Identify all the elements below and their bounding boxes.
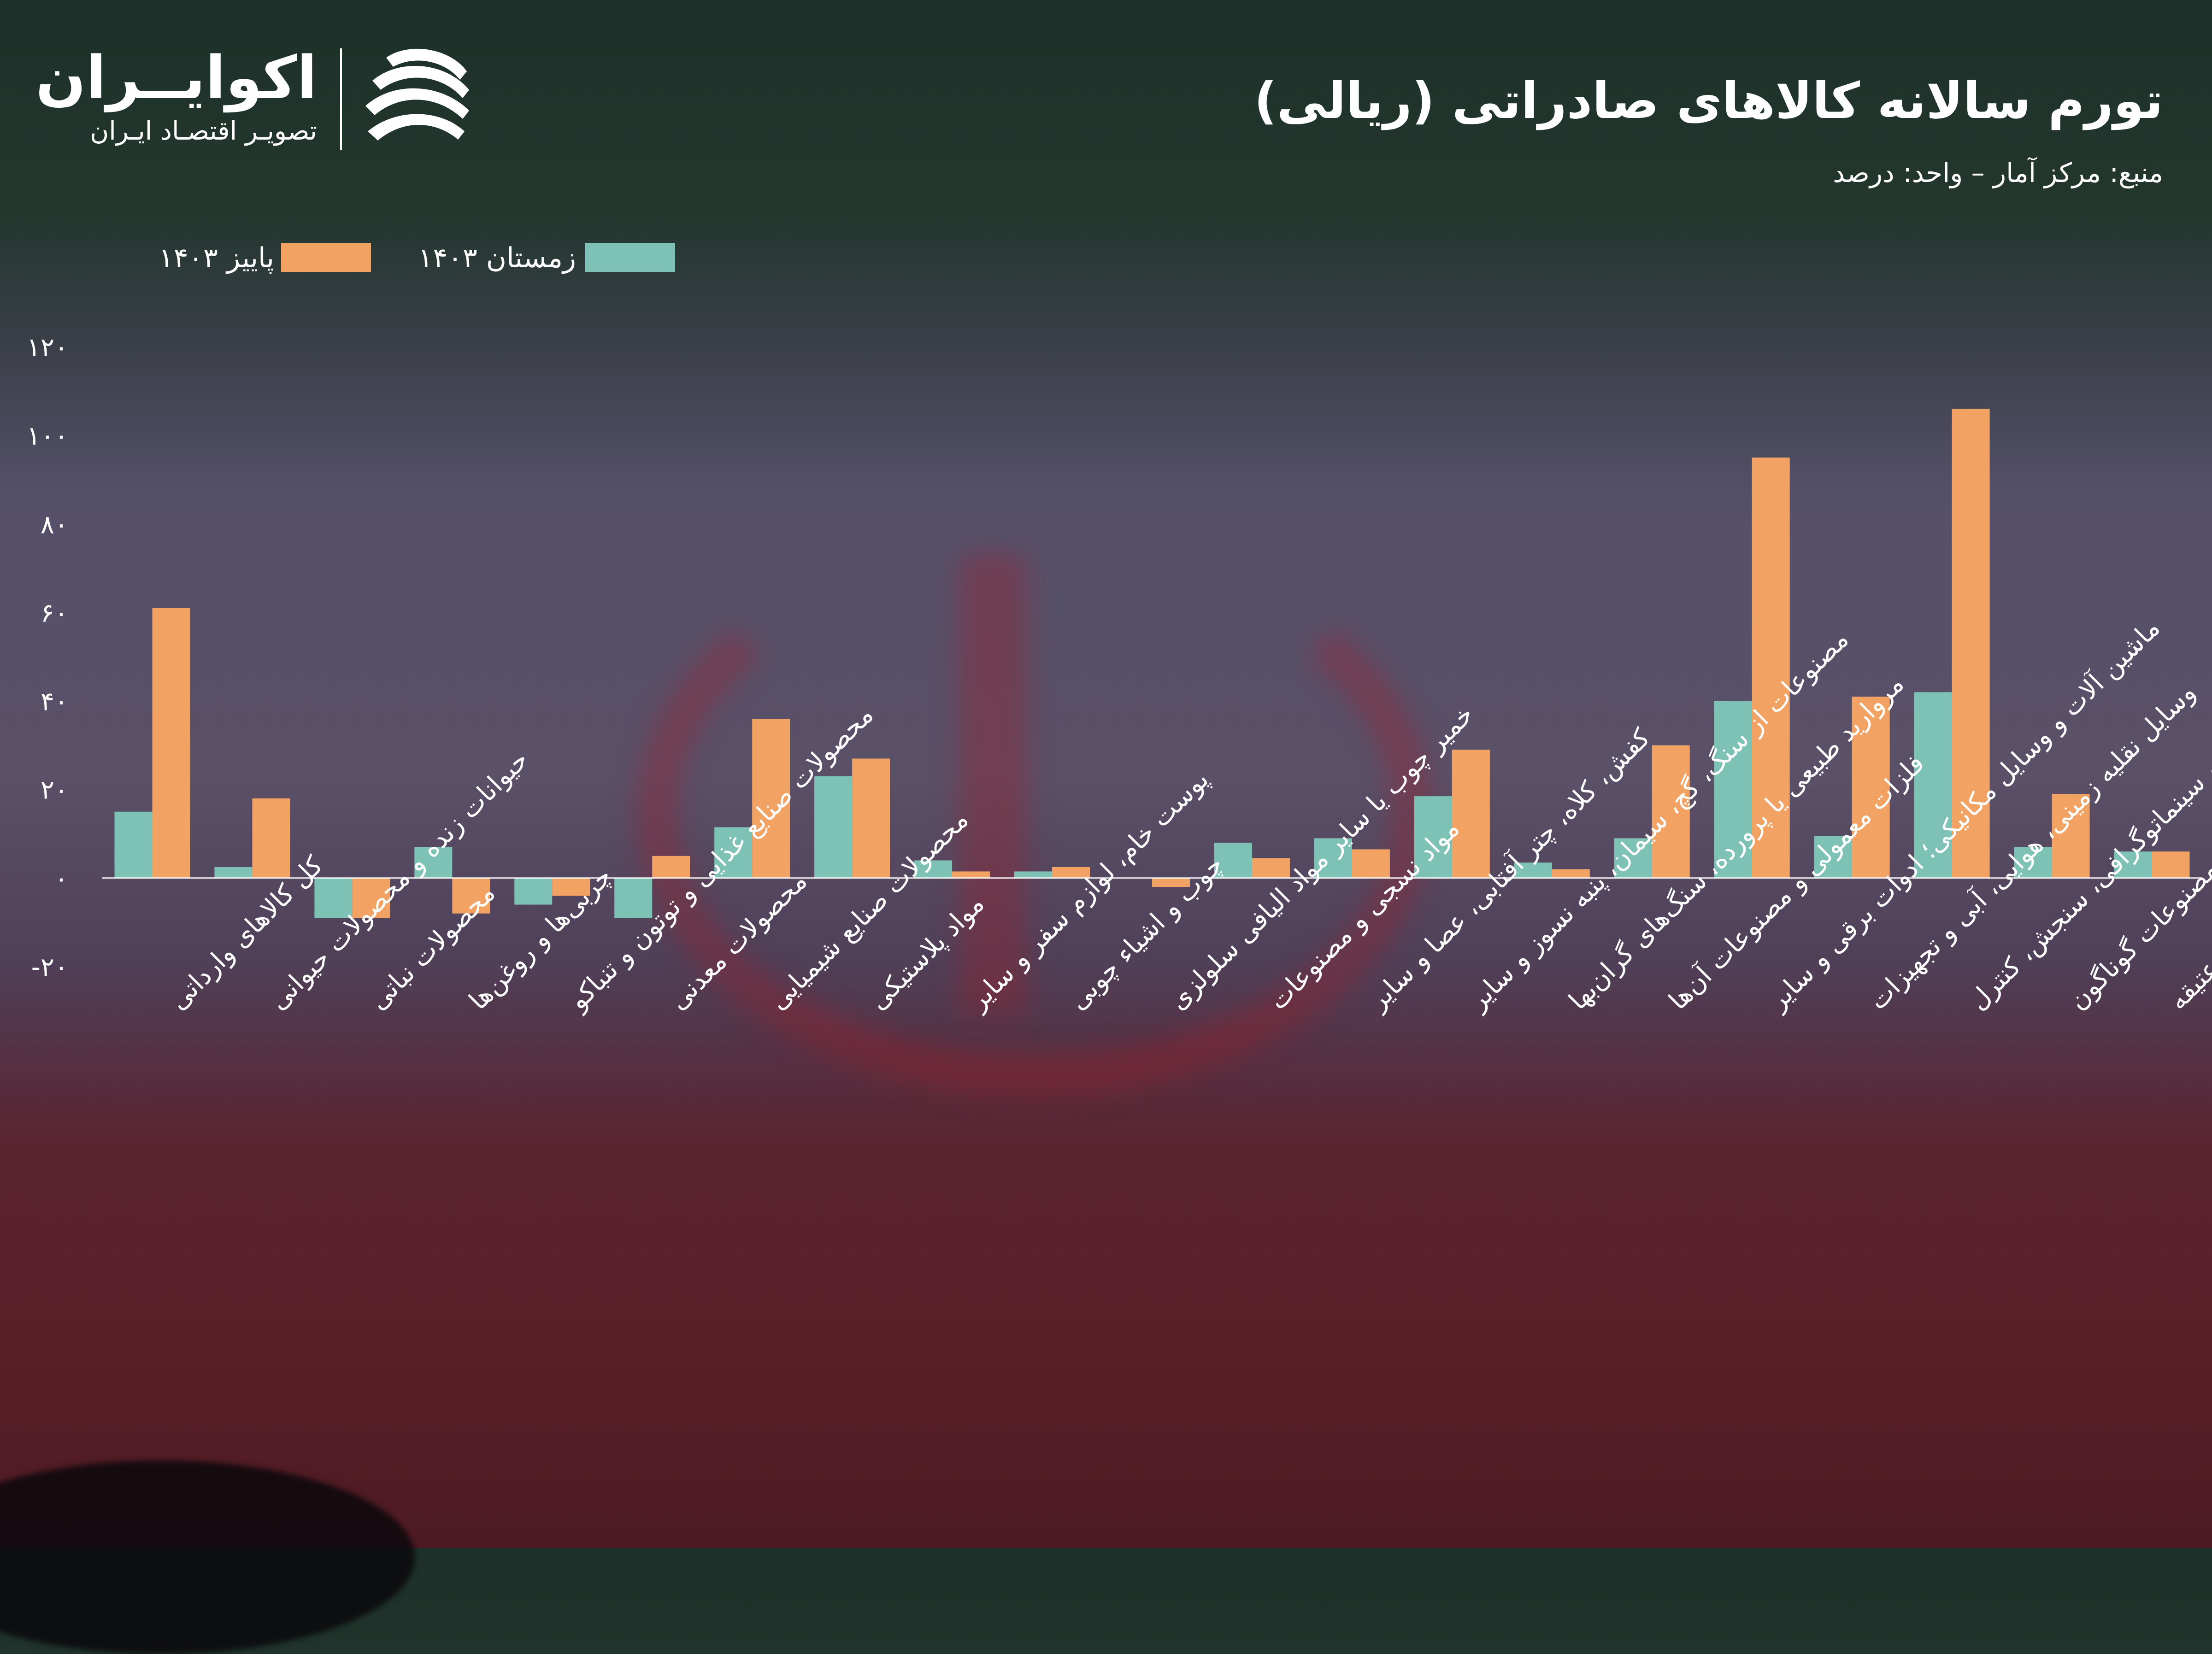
bar-autumn-19 xyxy=(2052,794,2090,878)
y-tick-label: ۸۰ xyxy=(41,510,68,540)
bar-winter-6 xyxy=(714,827,753,878)
y-tick-label: ۰ xyxy=(54,864,68,894)
bar-autumn-16 xyxy=(1752,457,1790,878)
bar-winter-2 xyxy=(314,878,353,918)
legend-swatch-autumn xyxy=(281,243,371,272)
bar-autumn-2 xyxy=(352,878,390,918)
chart-subtitle: منبع: مرکز آمار – واحد: درصد xyxy=(1833,157,2163,188)
bar-winter-20 xyxy=(2114,851,2152,878)
bar-autumn-12 xyxy=(1352,849,1390,878)
y-tick-label: ۱۰۰ xyxy=(27,421,68,451)
brand-name: اکوایــران xyxy=(35,44,317,112)
bar-autumn-0 xyxy=(152,608,190,878)
bar-autumn-10 xyxy=(1152,878,1190,887)
bar-winter-8 xyxy=(914,860,953,878)
bar-chart: ۱۲۰ ۱۰۰ ۸۰ ۶۰ ۴۰ ۲۰ ۰ -۲۰ کل کالاهای وارداتیحیو… xyxy=(27,333,2212,1017)
y-tick-label: ۴۰ xyxy=(41,687,68,717)
bar-winter-4 xyxy=(514,878,553,905)
bar-autumn-5 xyxy=(652,856,690,878)
brand-logo: اکوایــران تصویـر اقتصـاد ایـران xyxy=(35,44,469,154)
bar-winter-9 xyxy=(1014,871,1053,878)
x-tick-label: مصنوعات از سنگ، گچ، سیمان، پنبه نسوز و س… xyxy=(1462,624,1855,1017)
legend-item-autumn: پاییز ۱۴۰۳ xyxy=(134,240,373,276)
bar-autumn-20 xyxy=(2152,851,2190,878)
brand-mark-icon xyxy=(365,48,469,141)
bar-autumn-17 xyxy=(1852,696,1890,878)
bar-winter-13 xyxy=(1414,796,1452,878)
bar-autumn-18 xyxy=(1952,409,1990,878)
brand-tagline: تصویـر اقتصـاد ایـران xyxy=(90,116,317,146)
bar-winter-17 xyxy=(1814,836,1852,878)
brand-divider xyxy=(340,48,342,150)
bar-autumn-14 xyxy=(1552,869,1590,878)
bar-autumn-1 xyxy=(252,798,290,878)
bar-autumn-4 xyxy=(552,878,590,896)
legend-label-winter: زمستان ۱۴۰۳ xyxy=(418,242,576,274)
bars xyxy=(114,409,2190,918)
bar-autumn-3 xyxy=(452,878,490,914)
legend-label-autumn: پاییز ۱۴۰۳ xyxy=(159,242,274,274)
bar-autumn-13 xyxy=(1452,750,1490,878)
bar-winter-19 xyxy=(2014,847,2052,878)
bar-winter-5 xyxy=(614,878,653,918)
legend-swatch-winter xyxy=(585,243,675,272)
bar-autumn-6 xyxy=(752,719,790,878)
bar-autumn-9 xyxy=(1052,867,1090,878)
bar-autumn-7 xyxy=(852,758,890,878)
x-tick-label: مواد نسجی و مصنوعات xyxy=(1263,814,1465,1016)
y-tick-label: ۲۰ xyxy=(41,775,68,805)
bar-autumn-8 xyxy=(952,871,990,878)
bar-winter-7 xyxy=(814,776,853,878)
bar-winter-11 xyxy=(1214,843,1252,878)
bar-winter-16 xyxy=(1714,701,1752,878)
bar-winter-0 xyxy=(114,811,153,878)
bar-winter-12 xyxy=(1314,838,1352,878)
bar-winter-14 xyxy=(1514,862,1552,878)
bar-winter-1 xyxy=(214,867,253,878)
y-tick-label: -۲۰ xyxy=(31,952,68,982)
bar-autumn-11 xyxy=(1252,858,1290,878)
y-axis-ticks: ۱۲۰ ۱۰۰ ۸۰ ۶۰ ۴۰ ۲۰ ۰ -۲۰ xyxy=(27,333,68,982)
y-tick-label: ۶۰ xyxy=(41,598,68,628)
legend-item-winter: زمستان ۱۴۰۳ xyxy=(406,240,677,276)
background-emblem-stem xyxy=(959,553,1028,1014)
bar-winter-15 xyxy=(1614,838,1652,878)
bar-winter-3 xyxy=(414,847,453,878)
bar-winter-18 xyxy=(1914,692,1952,878)
y-tick-label: ۱۲۰ xyxy=(27,333,68,363)
chart-title: تورم سالانه کالاهای صادراتی (ریالی) xyxy=(1254,72,2163,130)
bar-autumn-15 xyxy=(1652,745,1690,878)
